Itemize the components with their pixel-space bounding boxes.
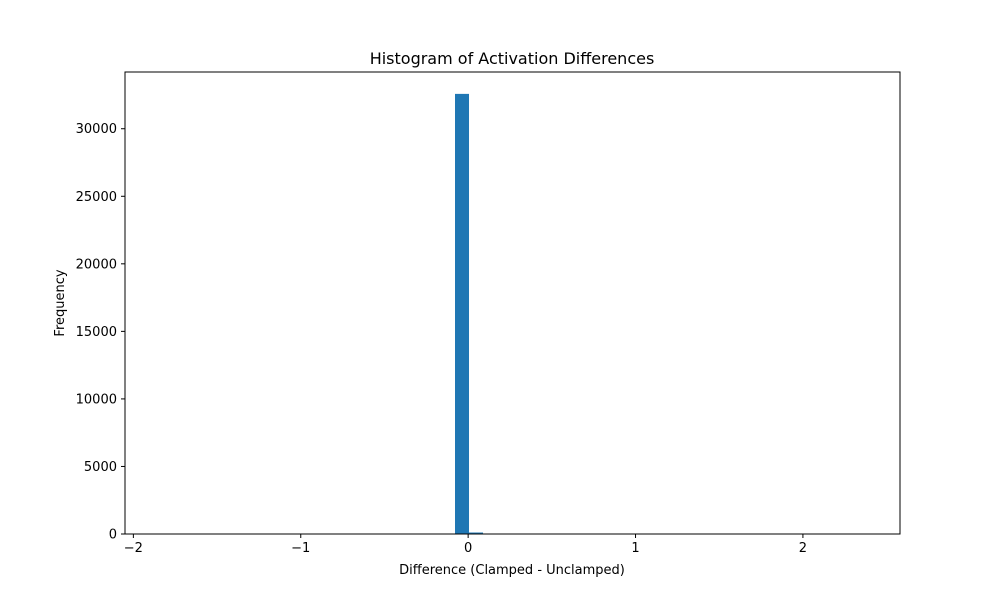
y-tick-label: 30000 <box>76 122 117 137</box>
histogram-bar-0 <box>455 93 470 534</box>
chart-title: Histogram of Activation Differences <box>370 49 655 68</box>
x-tick-label: −1 <box>291 541 310 556</box>
y-tick-label: 0 <box>109 528 117 543</box>
plot-frame <box>124 71 901 535</box>
x-tick-label: 2 <box>799 541 807 556</box>
x-tick-label: −2 <box>124 541 143 556</box>
histogram-bars <box>455 93 484 534</box>
y-tick-label: 15000 <box>76 325 117 340</box>
x-tick-label: 0 <box>464 541 472 556</box>
y-tick-label: 5000 <box>84 460 117 475</box>
x-tick-label: 1 <box>631 541 639 556</box>
y-tick-label: 20000 <box>76 257 117 272</box>
y-tick-label: 25000 <box>76 190 117 205</box>
y-axis-label: Frequency <box>53 269 68 336</box>
x-axis: −2 −1 0 1 2 <box>124 534 807 556</box>
histogram-bar-1 <box>469 532 484 534</box>
y-axis: 0 5000 10000 15000 20000 25000 30000 <box>76 122 125 543</box>
x-axis-label: Difference (Clamped - Unclamped) <box>399 563 625 578</box>
y-tick-label: 10000 <box>76 392 117 407</box>
